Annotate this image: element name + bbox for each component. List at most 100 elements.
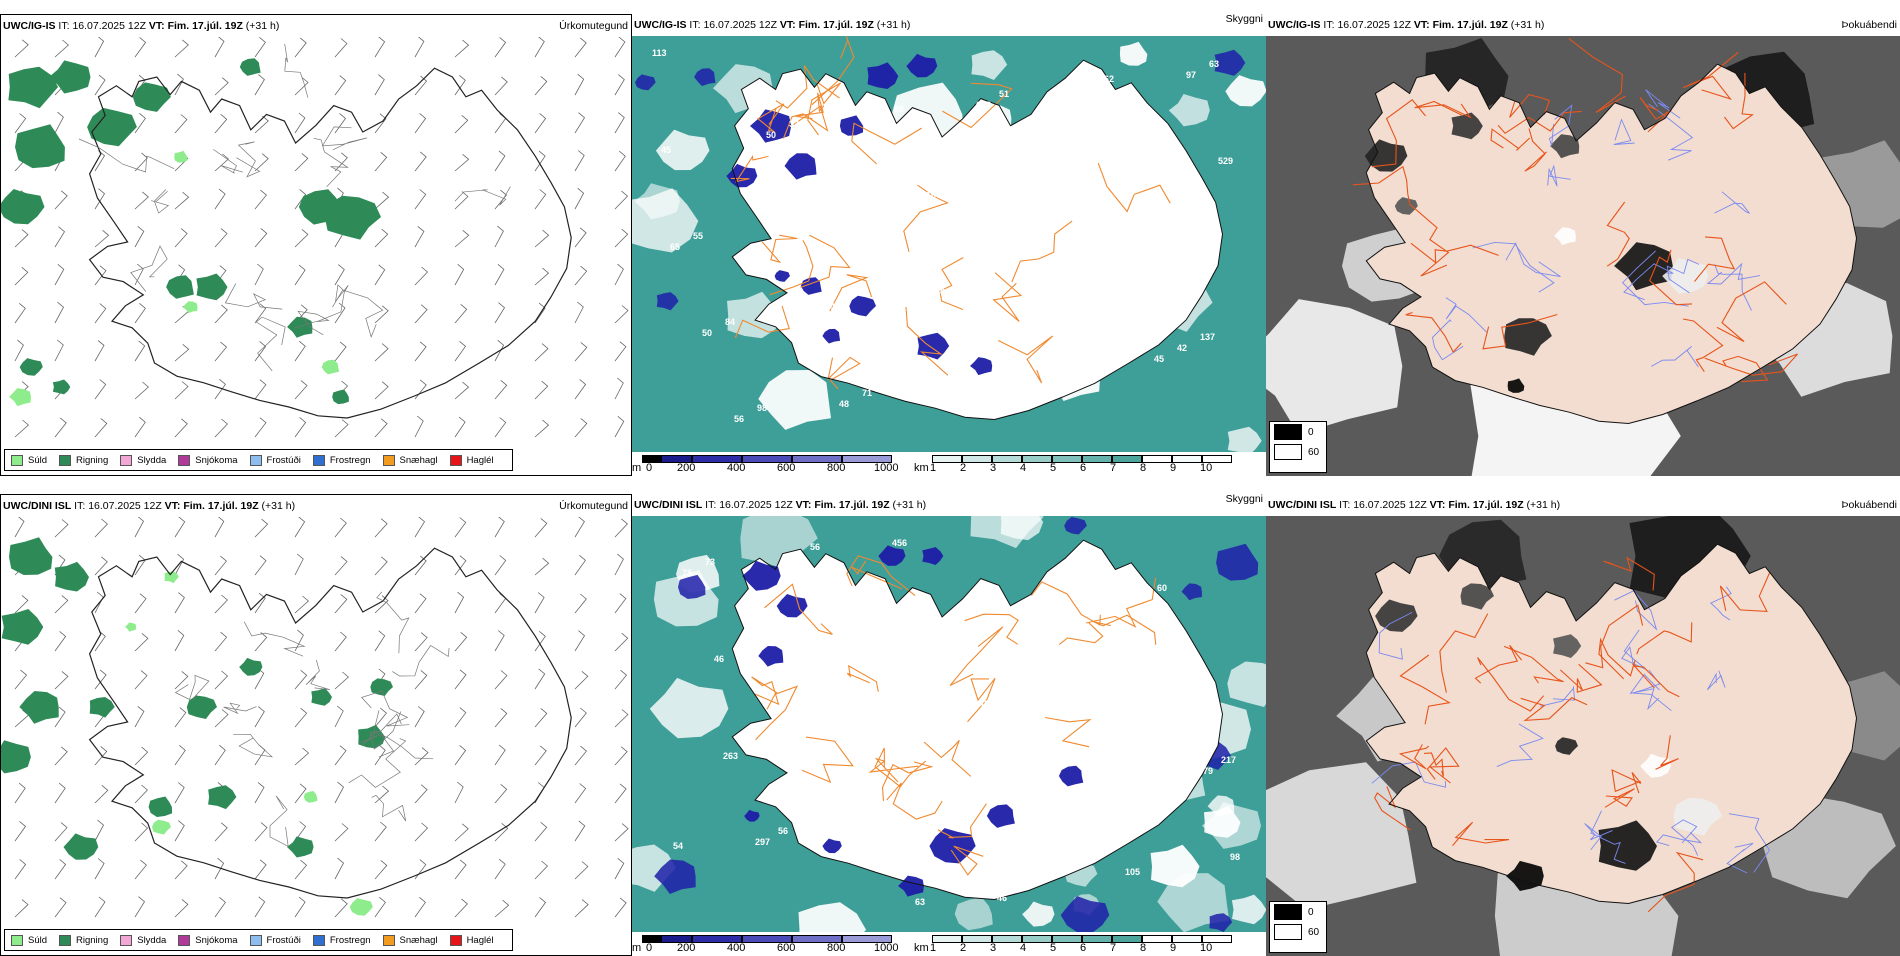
wind-barb	[255, 264, 263, 285]
precip-legend-item: Snæhagl	[383, 455, 438, 466]
wind-barb	[15, 859, 26, 879]
wind-barb	[375, 897, 385, 917]
wind-barb	[615, 858, 624, 879]
legend-swatch	[120, 455, 132, 466]
visibility-label: 51	[1008, 186, 1018, 196]
terrain-contour	[256, 317, 285, 371]
wind-barb	[535, 190, 546, 210]
wind-barb	[535, 420, 549, 437]
wind-barb	[415, 226, 424, 247]
wind-barb	[535, 669, 545, 689]
visibility-panel: UWC/IG-IS IT: 16.07.2025 12Z VT: Fim. 17…	[632, 14, 1266, 476]
wind-barb	[215, 37, 224, 57]
lead-time: (+31 h)	[262, 500, 296, 512]
wind-barb	[575, 900, 588, 917]
visibility-label: 105	[1125, 867, 1140, 877]
valid-time: Fim. 17.júl. 19Z	[1448, 499, 1523, 511]
visibility-label: 263	[723, 751, 738, 761]
legend-label: Rigning	[76, 935, 108, 946]
wind-barb	[95, 519, 107, 537]
precip-legend-item: Snjókoma	[178, 935, 237, 946]
wind-barb	[95, 340, 104, 361]
visibility-label: 212	[1063, 261, 1078, 271]
visibility-label: 147	[924, 624, 939, 634]
legend-label: 60	[1308, 927, 1319, 938]
wind-barb	[375, 382, 388, 399]
scale-tick-label: 9	[1170, 942, 1176, 954]
legend-label: Snjókoma	[195, 935, 237, 946]
wind-barb	[295, 708, 307, 727]
scale-segment	[1142, 455, 1172, 463]
wind-barb	[95, 670, 106, 689]
visibility-label: 146	[746, 740, 761, 750]
valid-time: Fim. 17.júl. 19Z	[799, 19, 874, 31]
visibility-label: 44	[830, 302, 840, 312]
drizzle-area	[174, 151, 187, 163]
wind-barb	[535, 558, 549, 575]
visibility-label: 98	[757, 403, 767, 413]
valid-time-label: VT:	[165, 500, 181, 512]
wind-barb	[575, 266, 587, 285]
scale-unit: m	[632, 942, 641, 954]
lead-time: (+31 h)	[893, 499, 927, 511]
wind-barb	[535, 822, 547, 841]
terrain-contour	[322, 127, 367, 150]
wind-barb	[135, 382, 148, 399]
wind-barb	[175, 115, 187, 134]
visibility-label: 65	[670, 242, 680, 252]
wind-barb	[575, 379, 586, 399]
wind-barb	[55, 227, 65, 247]
scale-unit: m	[632, 462, 641, 474]
init-time: 16.07.2025 12Z	[72, 20, 146, 32]
terrain-contour	[151, 189, 168, 213]
precip-legend-item: Frostregn	[313, 935, 371, 946]
wind-barb	[615, 898, 626, 917]
wind-barb	[495, 517, 504, 537]
wind-barb	[15, 783, 25, 803]
precip-legend-item: Haglél	[450, 935, 494, 946]
legend-label: Slydda	[137, 935, 166, 946]
wind-barb	[495, 745, 505, 765]
visibility-label: 137	[1200, 332, 1215, 342]
wind-barb	[15, 267, 28, 285]
visibility-label: 56	[734, 414, 744, 424]
wind-barb	[455, 417, 465, 437]
visibility-label: 67	[1049, 369, 1059, 379]
wind-barb	[295, 265, 305, 285]
visibility-label: 63	[1209, 59, 1219, 69]
legend-swatch	[1274, 924, 1302, 940]
wind-barb	[375, 114, 386, 133]
drizzle-area	[125, 623, 136, 632]
wind-barb	[455, 632, 467, 651]
wind-barb	[335, 303, 345, 323]
visibility-label: 55	[693, 231, 703, 241]
visibility-label: 33	[988, 796, 998, 806]
wind-barb	[575, 188, 584, 209]
wind-barb	[375, 557, 387, 575]
init-time-label: IT:	[1339, 499, 1350, 511]
wind-barb	[495, 671, 507, 690]
scale-tick-label: 2	[960, 942, 966, 954]
wind-barb	[255, 860, 266, 879]
wind-barb	[535, 37, 544, 57]
visibility-label: 97	[1186, 70, 1196, 80]
wind-barb	[95, 75, 105, 95]
visibility-label: 55	[967, 373, 977, 383]
precip-map	[1, 517, 632, 956]
visibility-label: 42	[1177, 343, 1187, 353]
scale-unit: km	[914, 942, 929, 954]
legend-label: Frostregn	[330, 455, 371, 466]
wind-barb	[375, 229, 388, 247]
precip-legend-item: Frostregn	[313, 455, 371, 466]
visibility-label: 51	[999, 89, 1009, 99]
precip-legend-item: Rigning	[59, 455, 108, 466]
forecast-row-dini-isl: UWC/DINI ISL IT: 16.07.2025 12Z VT: Fim.…	[0, 494, 1900, 956]
wind-barb	[295, 748, 309, 765]
wind-barb	[375, 860, 387, 879]
scale-tick-label: 6	[1080, 942, 1086, 954]
wind-barb	[575, 113, 585, 133]
scale-unit: km	[914, 462, 929, 474]
wind-barb	[55, 40, 68, 57]
scale-segment	[1022, 455, 1052, 463]
